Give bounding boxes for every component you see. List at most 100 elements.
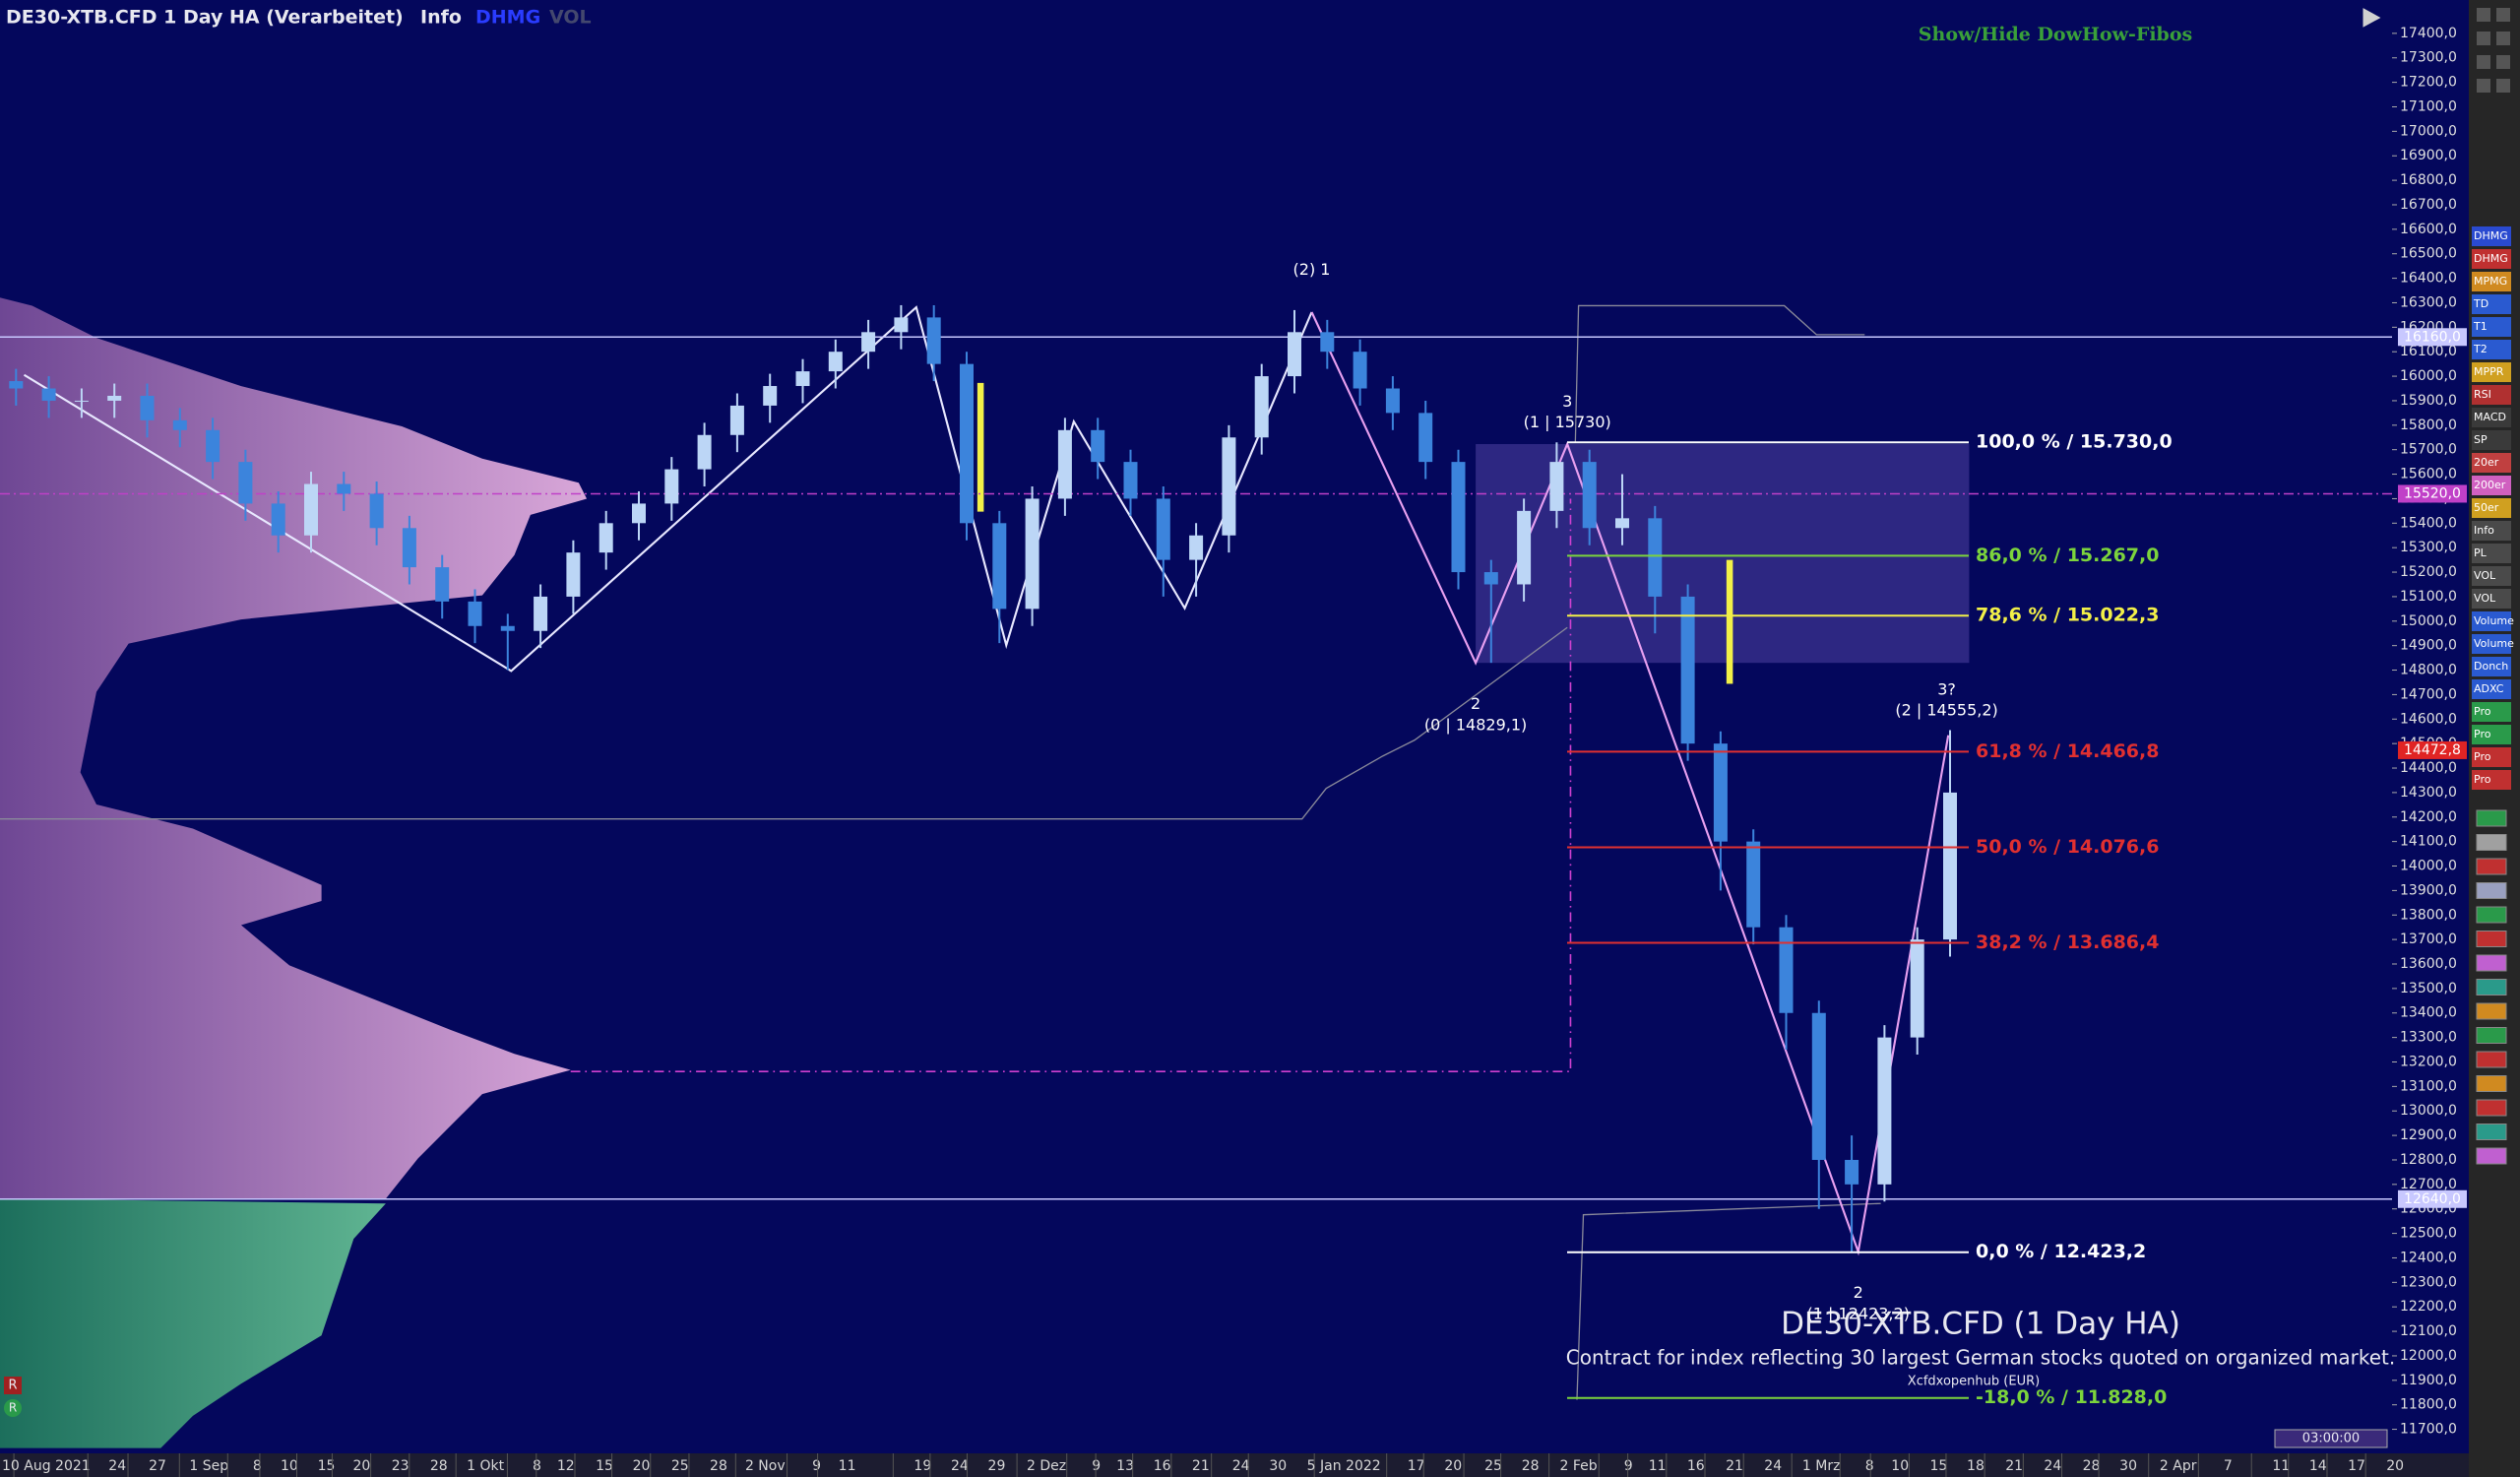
y-tick-label: 16300,0 [2400,294,2457,310]
toolbar-icon[interactable] [2476,809,2507,827]
y-tick-label: 17000,0 [2400,123,2457,139]
x-tick-label: 1 Mrz [1802,1458,1841,1474]
info-button[interactable]: Info [420,7,462,29]
toolbar-button-label[interactable]: SP [2474,433,2488,446]
toolbar-icon[interactable] [2476,882,2507,899]
toolbar-icon[interactable] [2476,858,2507,875]
indicator-tag[interactable]: DHMG [475,7,540,29]
indicator-tag[interactable]: VOL [549,7,592,29]
toolbar-button[interactable] [2472,362,2511,382]
toolbar-button[interactable] [2472,725,2511,744]
toolbar-icon[interactable] [2476,1099,2507,1117]
toolbar-icon[interactable] [2476,1051,2507,1068]
toolbar-button-label[interactable]: PL [2474,546,2488,559]
y-tick-label: 13300,0 [2400,1030,2457,1046]
toolbar-button[interactable] [2472,476,2511,495]
toolbar-button-label[interactable]: Volume [2474,637,2514,650]
toolbar-button[interactable] [2472,294,2511,314]
toolbar-icon[interactable] [2496,79,2510,93]
toolbar-button-label[interactable]: MACD [2474,411,2506,423]
toolbar-button-label[interactable]: VOL [2474,592,2496,605]
toolbar-button[interactable] [2472,272,2511,291]
toolbar-icon[interactable] [2476,1124,2507,1140]
wave-label: 3 [1562,392,1572,411]
toolbar-button[interactable] [2472,226,2511,246]
toolbar-icon[interactable] [2476,1027,2507,1044]
toolbar-icon[interactable] [2496,55,2510,69]
toolbar-icon[interactable] [2477,55,2490,69]
toolbar-icon[interactable] [2476,954,2507,972]
toolbar-button[interactable] [2472,340,2511,359]
toolbar-button-label[interactable]: Pro [2474,773,2491,786]
play-icon[interactable] [2362,8,2381,28]
toolbar-icon[interactable] [2476,979,2507,995]
toolbar-button[interactable] [2472,566,2511,586]
toolbar-button-label[interactable]: DHMG [2474,229,2508,242]
toolbar-icon[interactable] [2496,32,2510,45]
toolbar-button-label[interactable]: 200er [2474,479,2506,491]
toolbar-button[interactable] [2472,453,2511,473]
y-tick-label: 13800,0 [2400,907,2457,923]
price-tag-label: 14472,8 [2404,742,2461,758]
candle-body [107,395,122,401]
toolbar-icon[interactable] [2496,8,2510,22]
badge-label[interactable]: R [8,1379,17,1393]
toolbar-button[interactable] [2472,702,2511,722]
y-tick-label: 15900,0 [2400,393,2457,409]
badge[interactable] [4,1377,22,1394]
x-tick-label: 8 [533,1458,541,1474]
signal-bar [1726,559,1733,684]
toolbar-button-label[interactable]: MPPR [2474,365,2504,378]
toolbar-button-label[interactable]: DHMG [2474,252,2508,265]
toolbar-button[interactable] [2472,521,2511,541]
toolbar-button[interactable] [2472,317,2511,337]
toolbar-button-label[interactable]: Donch [2474,660,2508,673]
fib-toggle[interactable]: Show/Hide DowHow-Fibos [1919,24,2192,45]
toolbar-button[interactable] [2472,679,2511,699]
toolbar-button[interactable] [2472,657,2511,676]
toolbar-button[interactable] [2472,589,2511,609]
candle-body [1811,1012,1826,1160]
toolbar-icon[interactable] [2476,1002,2507,1020]
toolbar-icon[interactable] [2477,32,2490,45]
toolbar-icon[interactable] [2476,1147,2507,1165]
toolbar-button-label[interactable]: T2 [2473,343,2488,355]
toolbar-button[interactable] [2472,430,2511,450]
timer: 03:00:00 [2302,1432,2360,1446]
badge[interactable] [4,1399,22,1417]
toolbar-icon[interactable] [2476,906,2507,924]
toolbar-button[interactable] [2472,770,2511,790]
toolbar-icon[interactable] [2476,1075,2507,1092]
toolbar-button[interactable] [2472,498,2511,518]
x-tick-label: 20 [353,1458,371,1474]
toolbar-icon[interactable] [2476,834,2507,851]
y-tick-label: 16000,0 [2400,368,2457,384]
toolbar-button[interactable] [2472,385,2511,405]
toolbar-button-label[interactable]: MPMG [2474,275,2507,288]
toolbar-icon[interactable] [2477,79,2490,93]
toolbar-button-label[interactable]: Info [2474,524,2494,537]
toolbar-button-label[interactable]: 50er [2474,501,2499,514]
toolbar-button-label[interactable]: 20er [2474,456,2499,469]
toolbar-icon[interactable] [2477,8,2490,22]
toolbar-button[interactable] [2472,634,2511,654]
toolbar-button[interactable] [2472,408,2511,427]
toolbar-button-label[interactable]: Pro [2474,705,2491,718]
toolbar-button-label[interactable]: RSI [2474,388,2491,401]
toolbar-button-label[interactable]: TD [2473,297,2488,310]
badge-label[interactable]: R [9,1401,17,1415]
toolbar-button-label[interactable]: Pro [2474,750,2491,763]
toolbar-button-label[interactable]: T1 [2473,320,2488,333]
toolbar-button-label[interactable]: VOL [2474,569,2496,582]
toolbar-button[interactable] [2472,747,2511,767]
y-tick-label: 12700,0 [2400,1177,2457,1192]
toolbar-button-label[interactable]: Pro [2474,728,2491,740]
toolbar-icon[interactable] [2476,931,2507,947]
toolbar-button-label[interactable]: ADXC [2474,682,2504,695]
toolbar-button[interactable] [2472,544,2511,563]
fib-label: 86,0 % / 15.267,0 [1976,545,2159,566]
toolbar-button[interactable] [2472,249,2511,269]
toolbar-button[interactable] [2472,611,2511,631]
toolbar-button-label[interactable]: Volume [2474,614,2514,627]
price-axis [2392,0,2469,1453]
